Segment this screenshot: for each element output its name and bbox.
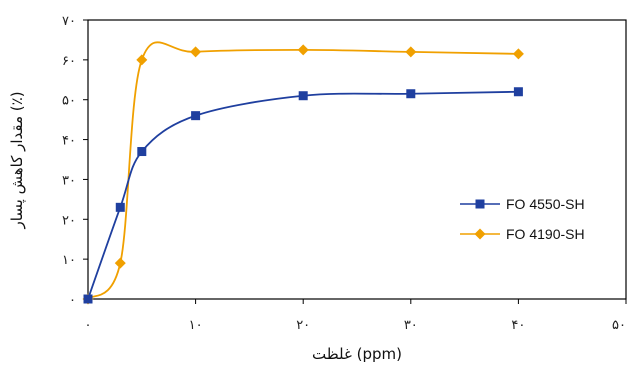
plot-frame bbox=[87, 19, 627, 300]
data-point bbox=[115, 202, 125, 212]
data-point bbox=[83, 294, 93, 304]
x-tick-label: ۰ bbox=[85, 318, 92, 333]
data-point bbox=[190, 46, 202, 58]
data-point bbox=[136, 54, 148, 66]
y-tick-label: ۴۰ bbox=[62, 134, 76, 149]
y-tick-label: ۵۰ bbox=[62, 94, 76, 109]
y-tick-label: ۳۰ bbox=[62, 173, 76, 188]
y-tick-label: ۱۰ bbox=[62, 253, 76, 268]
y-tick-label: ۰ bbox=[69, 293, 76, 308]
data-point bbox=[137, 147, 147, 157]
data-point bbox=[298, 91, 308, 101]
legend-marker-square bbox=[475, 199, 485, 209]
x-tick-label: ۵۰ bbox=[612, 318, 626, 333]
x-tick-label: ۳۰ bbox=[404, 318, 418, 333]
data-point bbox=[297, 44, 309, 56]
data-point bbox=[512, 48, 524, 60]
y-tick-label: ۶۰ bbox=[62, 54, 76, 69]
legend-item-fo-4190-sh: FO 4190-SH bbox=[460, 226, 585, 242]
legend: FO 4550-SH FO 4190-SH bbox=[460, 196, 585, 242]
y-axis-title: مقدار کاهش پسار (٪) bbox=[8, 91, 27, 229]
x-axis-ticks: ۰ ۱۰ ۲۰ ۳۰ ۴۰ ۵۰ bbox=[85, 299, 627, 333]
x-tick-label: ۲۰ bbox=[296, 318, 310, 333]
y-axis-ticks: ۰ ۱۰ ۲۰ ۳۰ ۴۰ ۵۰ ۶۰ ۷۰ bbox=[62, 14, 88, 308]
data-point bbox=[191, 111, 201, 121]
x-tick-label: ۴۰ bbox=[511, 318, 525, 333]
legend-label-fo-4550-sh: FO 4550-SH bbox=[506, 196, 585, 212]
series-fo-4550-sh bbox=[83, 87, 523, 304]
data-point bbox=[513, 87, 523, 97]
series-layer bbox=[82, 41, 524, 305]
data-point bbox=[406, 89, 416, 99]
legend-item-fo-4550-sh: FO 4550-SH bbox=[460, 196, 585, 212]
legend-label-fo-4190-sh: FO 4190-SH bbox=[506, 226, 585, 242]
x-tick-label: ۱۰ bbox=[189, 318, 203, 333]
y-tick-label: ۷۰ bbox=[62, 14, 76, 29]
x-axis-title: غلظت (ppm) bbox=[312, 345, 402, 363]
y-tick-label: ۲۰ bbox=[62, 213, 76, 228]
data-point bbox=[405, 46, 417, 58]
legend-marker-diamond bbox=[474, 228, 486, 240]
data-point bbox=[114, 257, 126, 269]
